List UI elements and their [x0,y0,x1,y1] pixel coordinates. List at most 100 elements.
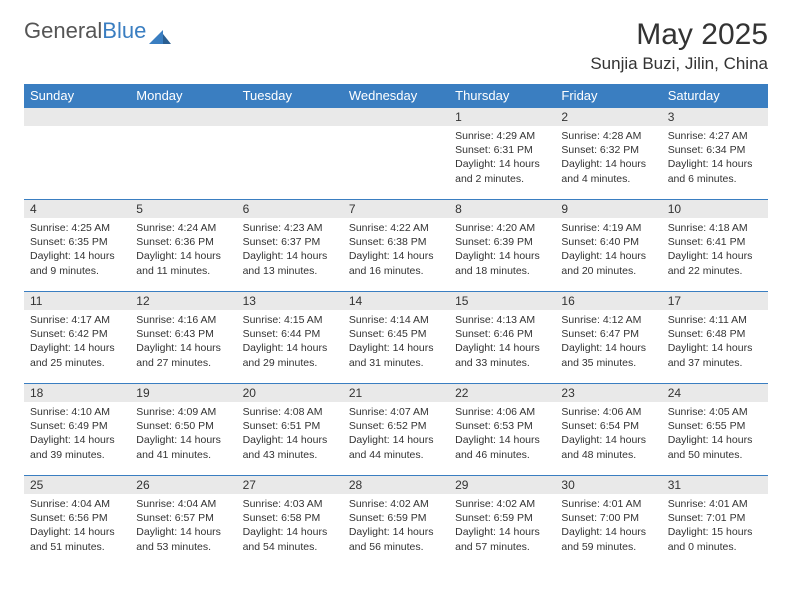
calendar-cell: 25Sunrise: 4:04 AMSunset: 6:56 PMDayligh… [24,476,130,568]
weekday-header: Sunday [24,84,130,108]
day-number: 2 [555,108,661,126]
day-number: 7 [343,200,449,218]
calendar-row: 18Sunrise: 4:10 AMSunset: 6:49 PMDayligh… [24,384,768,476]
day-number: 8 [449,200,555,218]
day-number-empty [24,108,130,126]
calendar-cell: 29Sunrise: 4:02 AMSunset: 6:59 PMDayligh… [449,476,555,568]
day-number: 16 [555,292,661,310]
day-number: 4 [24,200,130,218]
calendar-cell: 31Sunrise: 4:01 AMSunset: 7:01 PMDayligh… [662,476,768,568]
day-details: Sunrise: 4:11 AMSunset: 6:48 PMDaylight:… [662,310,768,376]
day-details: Sunrise: 4:24 AMSunset: 6:36 PMDaylight:… [130,218,236,284]
calendar-cell: 26Sunrise: 4:04 AMSunset: 6:57 PMDayligh… [130,476,236,568]
day-number: 14 [343,292,449,310]
weekday-header: Friday [555,84,661,108]
weekday-header: Monday [130,84,236,108]
day-number: 25 [24,476,130,494]
day-number: 31 [662,476,768,494]
calendar-cell: 8Sunrise: 4:20 AMSunset: 6:39 PMDaylight… [449,200,555,292]
day-details: Sunrise: 4:25 AMSunset: 6:35 PMDaylight:… [24,218,130,284]
calendar-cell [130,108,236,200]
calendar-cell: 3Sunrise: 4:27 AMSunset: 6:34 PMDaylight… [662,108,768,200]
day-details: Sunrise: 4:19 AMSunset: 6:40 PMDaylight:… [555,218,661,284]
calendar-cell: 15Sunrise: 4:13 AMSunset: 6:46 PMDayligh… [449,292,555,384]
day-number: 30 [555,476,661,494]
calendar-cell: 16Sunrise: 4:12 AMSunset: 6:47 PMDayligh… [555,292,661,384]
day-number: 26 [130,476,236,494]
day-details: Sunrise: 4:04 AMSunset: 6:56 PMDaylight:… [24,494,130,560]
day-details: Sunrise: 4:23 AMSunset: 6:37 PMDaylight:… [237,218,343,284]
day-details: Sunrise: 4:09 AMSunset: 6:50 PMDaylight:… [130,402,236,468]
calendar-cell: 19Sunrise: 4:09 AMSunset: 6:50 PMDayligh… [130,384,236,476]
day-number: 9 [555,200,661,218]
day-number: 3 [662,108,768,126]
calendar-row: 1Sunrise: 4:29 AMSunset: 6:31 PMDaylight… [24,108,768,200]
day-details: Sunrise: 4:14 AMSunset: 6:45 PMDaylight:… [343,310,449,376]
day-details: Sunrise: 4:03 AMSunset: 6:58 PMDaylight:… [237,494,343,560]
day-number: 11 [24,292,130,310]
weekday-header: Wednesday [343,84,449,108]
calendar-cell: 5Sunrise: 4:24 AMSunset: 6:36 PMDaylight… [130,200,236,292]
day-details: Sunrise: 4:06 AMSunset: 6:53 PMDaylight:… [449,402,555,468]
calendar-cell: 23Sunrise: 4:06 AMSunset: 6:54 PMDayligh… [555,384,661,476]
calendar-cell [24,108,130,200]
day-details: Sunrise: 4:16 AMSunset: 6:43 PMDaylight:… [130,310,236,376]
day-number: 10 [662,200,768,218]
day-number: 18 [24,384,130,402]
calendar-cell: 12Sunrise: 4:16 AMSunset: 6:43 PMDayligh… [130,292,236,384]
day-details: Sunrise: 4:04 AMSunset: 6:57 PMDaylight:… [130,494,236,560]
day-number: 19 [130,384,236,402]
day-number: 1 [449,108,555,126]
weekday-header: Saturday [662,84,768,108]
day-number: 15 [449,292,555,310]
day-details: Sunrise: 4:02 AMSunset: 6:59 PMDaylight:… [449,494,555,560]
weekday-header-row: SundayMondayTuesdayWednesdayThursdayFrid… [24,84,768,108]
calendar-cell [343,108,449,200]
title-block: May 2025 Sunjia Buzi, Jilin, China [590,18,768,74]
calendar-cell [237,108,343,200]
calendar-row: 11Sunrise: 4:17 AMSunset: 6:42 PMDayligh… [24,292,768,384]
calendar-cell: 9Sunrise: 4:19 AMSunset: 6:40 PMDaylight… [555,200,661,292]
logo: GeneralBlue [24,18,171,44]
calendar-cell: 4Sunrise: 4:25 AMSunset: 6:35 PMDaylight… [24,200,130,292]
day-number-empty [343,108,449,126]
header: GeneralBlue May 2025 Sunjia Buzi, Jilin,… [24,18,768,74]
day-details: Sunrise: 4:17 AMSunset: 6:42 PMDaylight:… [24,310,130,376]
weekday-header: Tuesday [237,84,343,108]
day-number: 29 [449,476,555,494]
day-number: 23 [555,384,661,402]
day-details: Sunrise: 4:02 AMSunset: 6:59 PMDaylight:… [343,494,449,560]
calendar-cell: 17Sunrise: 4:11 AMSunset: 6:48 PMDayligh… [662,292,768,384]
day-details: Sunrise: 4:08 AMSunset: 6:51 PMDaylight:… [237,402,343,468]
calendar-cell: 22Sunrise: 4:06 AMSunset: 6:53 PMDayligh… [449,384,555,476]
calendar-cell: 1Sunrise: 4:29 AMSunset: 6:31 PMDaylight… [449,108,555,200]
day-number: 5 [130,200,236,218]
day-number: 12 [130,292,236,310]
day-number: 27 [237,476,343,494]
day-details: Sunrise: 4:10 AMSunset: 6:49 PMDaylight:… [24,402,130,468]
logo-text-2: Blue [102,18,146,44]
logo-icon [149,24,171,38]
calendar-table: SundayMondayTuesdayWednesdayThursdayFrid… [24,84,768,568]
calendar-cell: 18Sunrise: 4:10 AMSunset: 6:49 PMDayligh… [24,384,130,476]
day-details: Sunrise: 4:07 AMSunset: 6:52 PMDaylight:… [343,402,449,468]
day-number: 17 [662,292,768,310]
calendar-cell: 14Sunrise: 4:14 AMSunset: 6:45 PMDayligh… [343,292,449,384]
calendar-cell: 21Sunrise: 4:07 AMSunset: 6:52 PMDayligh… [343,384,449,476]
day-number-empty [130,108,236,126]
calendar-cell: 2Sunrise: 4:28 AMSunset: 6:32 PMDaylight… [555,108,661,200]
calendar-cell: 13Sunrise: 4:15 AMSunset: 6:44 PMDayligh… [237,292,343,384]
calendar-cell: 27Sunrise: 4:03 AMSunset: 6:58 PMDayligh… [237,476,343,568]
month-title: May 2025 [590,18,768,52]
calendar-cell: 10Sunrise: 4:18 AMSunset: 6:41 PMDayligh… [662,200,768,292]
calendar-row: 4Sunrise: 4:25 AMSunset: 6:35 PMDaylight… [24,200,768,292]
calendar-cell: 7Sunrise: 4:22 AMSunset: 6:38 PMDaylight… [343,200,449,292]
calendar-row: 25Sunrise: 4:04 AMSunset: 6:56 PMDayligh… [24,476,768,568]
day-number: 28 [343,476,449,494]
day-details: Sunrise: 4:01 AMSunset: 7:01 PMDaylight:… [662,494,768,560]
location: Sunjia Buzi, Jilin, China [590,54,768,74]
calendar-cell: 28Sunrise: 4:02 AMSunset: 6:59 PMDayligh… [343,476,449,568]
calendar-cell: 20Sunrise: 4:08 AMSunset: 6:51 PMDayligh… [237,384,343,476]
day-details: Sunrise: 4:01 AMSunset: 7:00 PMDaylight:… [555,494,661,560]
day-details: Sunrise: 4:28 AMSunset: 6:32 PMDaylight:… [555,126,661,192]
